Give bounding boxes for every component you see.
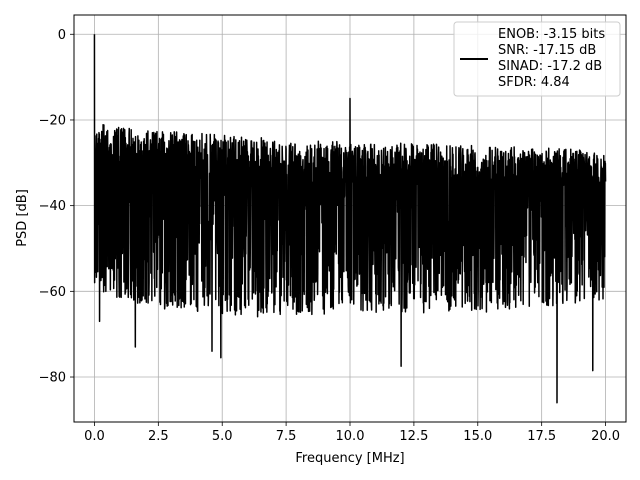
y-tick-label: −20 [39,113,66,128]
y-tick-label: −80 [39,371,66,386]
x-tick-label: 2.5 [148,429,169,444]
x-tick-label: 12.5 [399,429,428,444]
y-ticks: 0 −20 −40 −60 −80 [39,28,74,386]
x-tick-label: 0.0 [84,429,105,444]
x-tick-label: 20.0 [591,429,620,444]
series-psd [93,34,607,404]
y-tick-label: −60 [39,285,66,300]
legend: ENOB: -3.15 bits SNR: -17.15 dB SINAD: -… [453,21,621,97]
x-tick-label: 5.0 [212,429,233,444]
legend-box [453,21,621,97]
legend-entry-enob: ENOB: -3.15 bits [498,27,605,42]
x-ticks: 0.0 2.5 5.0 7.5 10.0 12.5 15.0 17.5 20.0 [84,422,620,444]
y-tick-label: −40 [39,199,66,214]
x-tick-label: 17.5 [527,429,556,444]
x-tick-label: 15.0 [463,429,492,444]
x-axis-label: Frequency [MHz] [295,451,404,466]
x-tick-label: 10.0 [336,429,365,444]
legend-entry-sfdr: SFDR: 4.84 [498,75,570,90]
psd-series-line [93,34,607,404]
y-axis-label: PSD [dB] [15,189,30,247]
y-tick-label: 0 [58,28,66,43]
x-tick-label: 7.5 [276,429,297,444]
legend-entry-sinad: SINAD: -17.2 dB [498,59,602,74]
legend-entry-snr: SNR: -17.15 dB [498,43,596,58]
